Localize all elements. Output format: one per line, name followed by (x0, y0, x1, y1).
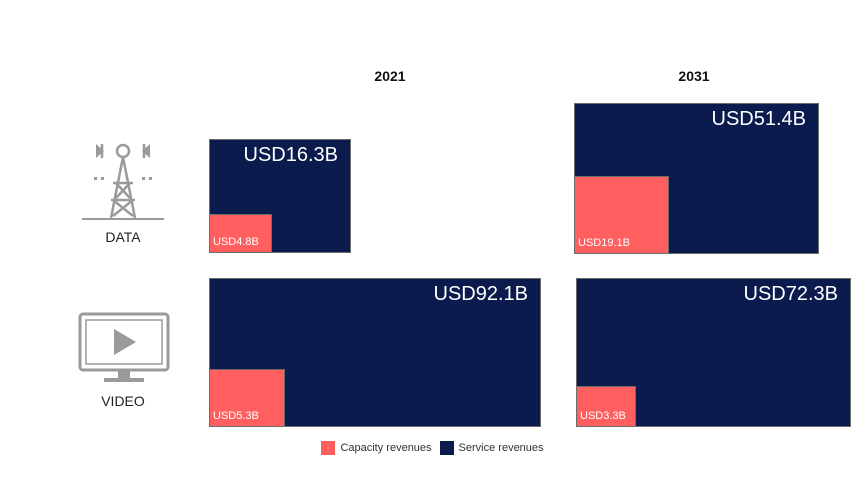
block-data-2031: USD51.4B USD19.1B (574, 103, 819, 254)
capacity-block-video-2031: USD3.3B (577, 386, 636, 426)
capacity-label-video-2031: USD3.3B (580, 410, 626, 422)
capacity-label-data-2031: USD19.1B (578, 237, 630, 249)
total-label-video-2021: USD92.1B (433, 283, 529, 305)
legend-item-capacity: Capacity revenues (321, 441, 432, 455)
block-video-2021: USD92.1B USD5.3B (209, 278, 541, 427)
cell-tower-icon (82, 143, 164, 220)
total-label-data-2031: USD51.4B (711, 108, 807, 130)
legend: Capacity revenues Service revenues (0, 441, 865, 455)
block-video-2031: USD72.3B USD3.3B (576, 278, 851, 427)
row-label-data: DATA (105, 229, 141, 245)
legend-swatch-capacity (321, 441, 336, 455)
row-label-video: VIDEO (101, 393, 145, 409)
legend-item-service: Service revenues (439, 441, 544, 455)
capacity-block-data-2021: USD4.8B (210, 214, 272, 252)
legend-label-service: Service revenues (458, 442, 544, 454)
legend-swatch-service (439, 441, 454, 455)
capacity-block-data-2031: USD19.1B (575, 176, 669, 253)
total-label-data-2021: USD16.3B (243, 144, 339, 166)
capacity-label-data-2021: USD4.8B (213, 236, 259, 248)
block-data-2021: USD16.3B USD4.8B (209, 139, 351, 253)
legend-label-capacity: Capacity revenues (340, 442, 432, 454)
capacity-label-video-2021: USD5.3B (213, 410, 259, 422)
column-label-2031: 2031 (678, 68, 710, 84)
column-label-2021: 2021 (374, 68, 406, 84)
capacity-block-video-2021: USD5.3B (210, 369, 285, 426)
total-label-video-2031: USD72.3B (743, 283, 839, 305)
monitor-play-icon (78, 312, 170, 382)
